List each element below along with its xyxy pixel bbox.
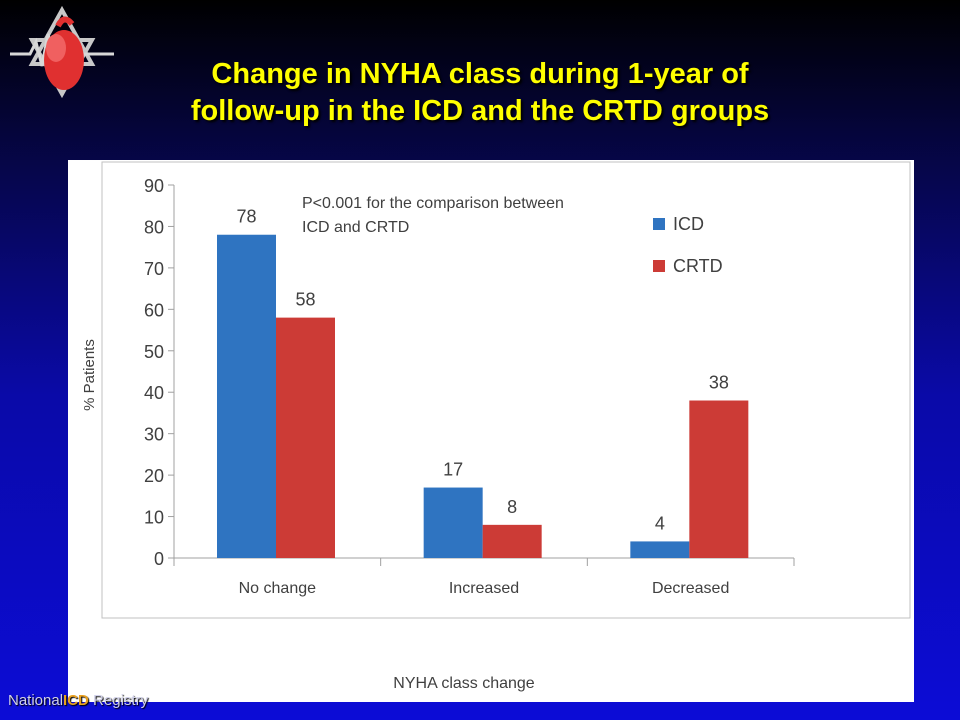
data-label: 58 xyxy=(295,290,315,310)
legend-label-crtd: CRTD xyxy=(673,256,723,276)
bar-icd-no-change xyxy=(217,234,276,558)
slide-title-line-1: Change in NYHA class during 1-year of xyxy=(211,58,749,90)
bars xyxy=(217,234,749,558)
footer-brand-prefix: National xyxy=(8,692,64,709)
y-tick-label: 80 xyxy=(144,217,164,237)
y-tick-label: 10 xyxy=(144,508,164,528)
x-tick-label: No change xyxy=(239,580,316,597)
y-tick-label: 90 xyxy=(144,176,164,196)
y-tick-label: 30 xyxy=(144,425,164,445)
x-axis: No change Increased Decreased xyxy=(173,557,795,597)
footer-brand: NationalICD Registry xyxy=(8,692,148,709)
footer-brand-suffix: Registry xyxy=(88,692,149,709)
y-tick-label: 40 xyxy=(144,383,164,403)
data-label: 17 xyxy=(443,460,463,480)
registry-logo xyxy=(10,5,114,99)
bar-icd-decreased xyxy=(630,541,690,558)
x-axis-label: NYHA class change xyxy=(393,675,535,692)
legend-label-icd: ICD xyxy=(673,214,704,234)
chart-panel: 0 10 20 30 40 50 60 70 80 90 No change Increased De… xyxy=(68,160,914,702)
bar-crtd-increased xyxy=(482,524,542,558)
y-tick-label: 70 xyxy=(144,259,164,279)
legend: ICD CRTD xyxy=(653,214,723,276)
bar-crtd-no-change xyxy=(276,317,335,558)
x-tick-label: Decreased xyxy=(652,580,729,597)
y-tick-label: 0 xyxy=(154,549,164,569)
y-axis-label: % Patients xyxy=(81,339,98,411)
annotation-line-1: P<0.001 for the comparison between xyxy=(302,195,564,212)
y-tick-label: 20 xyxy=(144,466,164,486)
footer-brand-highlight: ICD xyxy=(63,692,89,709)
y-tick-label: 50 xyxy=(144,342,164,362)
data-label: 8 xyxy=(507,497,517,517)
bar-crtd-decreased xyxy=(689,400,749,558)
legend-swatch-crtd xyxy=(653,260,665,272)
y-tick-label: 60 xyxy=(144,300,164,320)
slide-title: Change in NYHA class during 1-year of fo… xyxy=(60,56,900,130)
data-label: 38 xyxy=(709,373,729,393)
data-label: 4 xyxy=(655,513,665,533)
y-axis: 0 10 20 30 40 50 60 70 80 90 xyxy=(144,176,175,569)
slide-title-line-2: follow-up in the ICD and the CRTD groups xyxy=(190,95,770,127)
data-labels: 78 17 4 58 8 38 xyxy=(236,207,728,534)
bar-chart: 0 10 20 30 40 50 60 70 80 90 No change Increased De… xyxy=(81,161,911,692)
bar-icd-increased xyxy=(423,487,483,558)
legend-swatch-icd xyxy=(653,218,665,230)
x-tick-label: Increased xyxy=(449,580,519,597)
data-label: 78 xyxy=(236,207,256,227)
annotation-line-2: ICD and CRTD xyxy=(302,219,409,236)
plot-frame xyxy=(101,161,911,619)
